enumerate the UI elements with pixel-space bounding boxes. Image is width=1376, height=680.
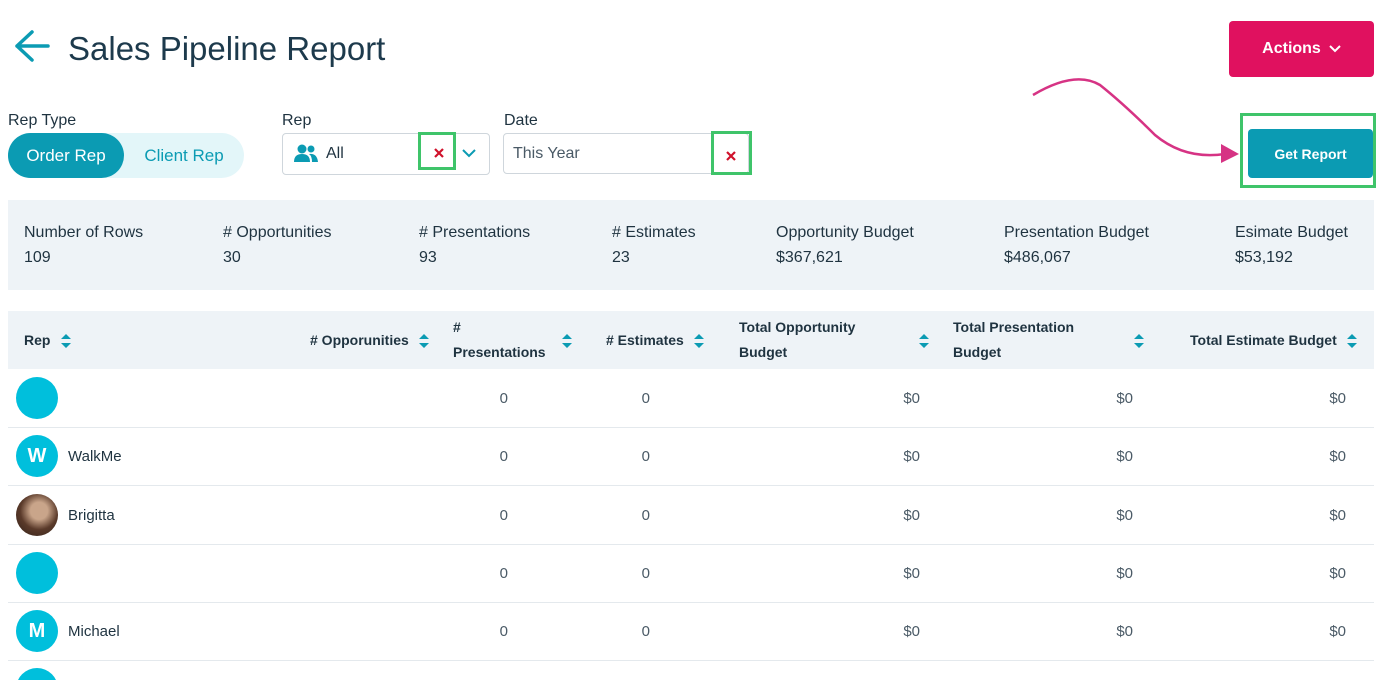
cell: $0 [903,623,920,641]
cell: $0 [1329,506,1346,524]
cell: $0 [1329,448,1346,466]
sort-icon[interactable] [418,333,430,349]
filter-label: Rep [282,112,312,129]
summary-label: Esimate Budget [1235,224,1348,241]
sort-icon[interactable] [918,333,930,349]
sort-icon[interactable] [1133,333,1145,349]
cell: $0 [903,390,920,407]
rep-name: Michael [68,623,120,641]
cell: 0 [641,623,650,641]
sort-icon[interactable] [561,333,573,349]
rep-name: Brigitta [68,506,115,524]
avatar [16,668,58,680]
sort-icon[interactable] [60,333,72,349]
cell: $0 [903,506,920,524]
cell: $0 [1116,448,1133,466]
toggle-option[interactable]: Order Rep [8,133,124,178]
row-divider [8,543,1374,545]
row-divider [8,601,1374,603]
table-header [8,311,1374,369]
cell: $0 [1116,623,1133,641]
cell: 0 [641,390,650,407]
cell: $0 [1329,564,1346,582]
summary-label: Presentation Budget [1004,224,1149,241]
cell: $0 [1329,390,1346,407]
get-report-button[interactable]: Get Report [1248,129,1373,178]
cell: 0 [499,506,508,524]
cell: $0 [903,448,920,466]
column-header[interactable]: # Presentations [453,315,553,365]
header-text: # Opporunities [310,331,409,348]
summary-value: 30 [223,249,241,266]
page-title: Sales Pipeline Report [68,30,386,67]
annotation-arrow [1032,78,1239,163]
filter-label: Rep Type [8,112,77,129]
cell: 0 [641,506,650,524]
row-divider [8,427,1374,428]
summary-value: $486,067 [1004,249,1071,266]
cell: 0 [499,623,508,641]
summary-value: 23 [612,249,630,266]
actions-label: Actions [1262,40,1321,57]
cell: $0 [1116,390,1133,407]
column-header[interactable]: Total Presentation Budget [953,315,1093,365]
cell: 0 [641,564,650,582]
highlight-box [711,131,752,175]
summary-label: Opportunity Budget [776,224,914,241]
filter-label: Date [504,112,538,129]
people-icon [294,144,318,162]
toggle-option[interactable]: Client Rep [144,145,224,165]
clear-icon[interactable] [433,147,445,159]
actions-button[interactable]: Actions [1229,21,1374,77]
summary-label: # Opportunities [223,224,332,241]
rep-value: All [326,145,344,162]
summary-band [8,200,1374,290]
header-text: Total Presentation Budget [953,319,1075,360]
date-input[interactable] [503,133,749,174]
cell: 0 [499,448,508,466]
avatar: W [16,435,58,478]
summary-value: 93 [419,249,437,266]
summary-label: # Presentations [419,224,531,241]
summary-value: $367,621 [776,249,843,266]
cell: 0 [641,448,650,466]
summary-label: Number of Rows [24,224,144,241]
back-arrow[interactable] [12,28,52,64]
row-divider [8,660,1374,662]
avatar: M [16,610,58,653]
chevron [1329,45,1341,53]
summary-value: $53,192 [1235,249,1293,266]
cell: $0 [1329,623,1346,641]
summary-label: # Estimates [612,224,696,241]
header-text: Rep [24,331,51,348]
header-text: Total Estimate Budget [1190,331,1337,348]
highlight-box [1240,113,1376,188]
cell: 0 [499,390,508,407]
column-header[interactable]: Total Opportunity Budget [739,315,879,365]
cell: $0 [903,564,920,582]
rep-name: WalkMe [68,448,122,466]
cell: $0 [1116,506,1133,524]
row-divider [8,485,1374,487]
avatar [16,551,58,594]
clear-icon[interactable] [725,150,737,162]
avatar [16,377,58,419]
dropdown-chevron[interactable] [462,149,476,158]
column-header[interactable]: Rep [24,315,50,365]
header-text: # Estimates [606,331,684,348]
sort-icon[interactable] [1346,333,1358,349]
column-header[interactable]: # Opporunities [310,315,410,365]
highlight-box [418,132,456,170]
header-text: Total Opportunity Budget [739,319,856,360]
avatar [16,493,58,536]
summary-value: 109 [24,249,51,266]
sort-icon[interactable] [693,333,705,349]
column-header[interactable]: # Estimates [606,315,696,365]
column-header[interactable]: Total Estimate Budget [1190,315,1350,365]
cell: 0 [499,564,508,582]
date-value: This Year [513,145,580,162]
cell: $0 [1116,564,1133,582]
header-text: # Presentations [453,319,546,360]
